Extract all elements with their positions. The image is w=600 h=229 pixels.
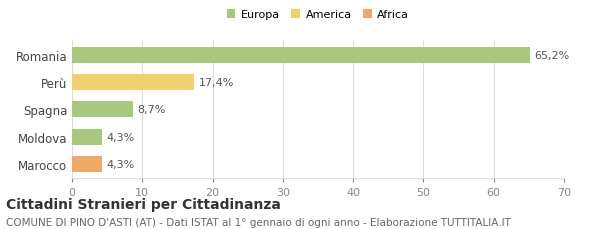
Text: Cittadini Stranieri per Cittadinanza: Cittadini Stranieri per Cittadinanza (6, 197, 281, 211)
Text: 4,3%: 4,3% (106, 159, 134, 169)
Text: COMUNE DI PINO D'ASTI (AT) - Dati ISTAT al 1° gennaio di ogni anno - Elaborazion: COMUNE DI PINO D'ASTI (AT) - Dati ISTAT … (6, 218, 511, 227)
Bar (72, 157, 102, 172)
Text: 65,2%: 65,2% (535, 50, 570, 60)
Bar (72, 102, 133, 118)
Text: 8,7%: 8,7% (137, 105, 166, 115)
Bar (72, 129, 102, 145)
Bar (72, 75, 194, 90)
Text: 4,3%: 4,3% (106, 132, 134, 142)
Text: 17,4%: 17,4% (199, 78, 234, 88)
Bar (72, 47, 530, 63)
Legend: Europa, America, Africa: Europa, America, Africa (222, 6, 414, 25)
